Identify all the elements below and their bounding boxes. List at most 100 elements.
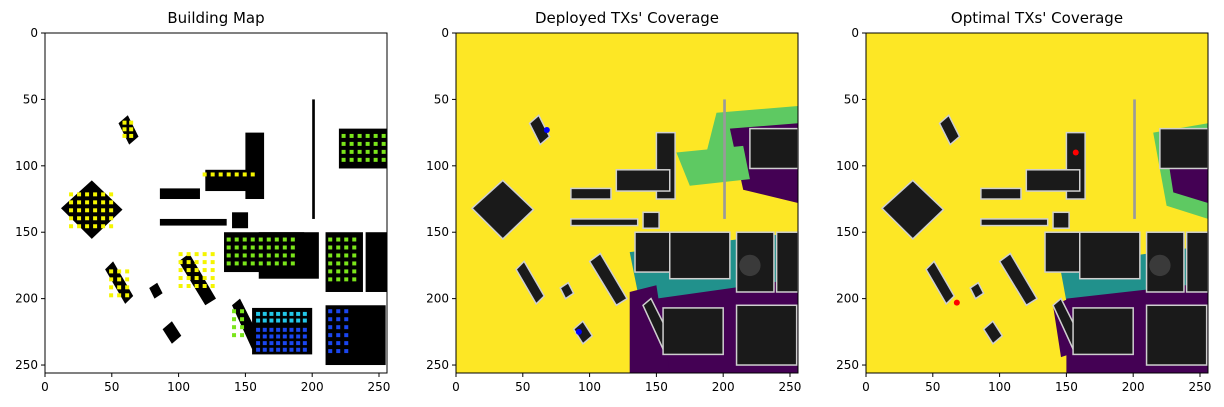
window-dot (226, 237, 231, 242)
building-block-southeast (735, 304, 798, 366)
x-tick-label: 100 (578, 380, 601, 394)
axis-frame (455, 32, 799, 374)
window-dot (266, 245, 271, 250)
window-dot (250, 261, 255, 266)
window-dot (218, 172, 223, 177)
window-dot (282, 261, 287, 266)
window-dot (256, 341, 261, 346)
building-map-image (45, 33, 387, 373)
building-tilted-small (528, 114, 551, 146)
building-map-panel: Building Map 0 50 100 150 200 250050100150200… (15, 9, 390, 394)
tx-marker (543, 126, 550, 133)
window-dot (194, 252, 199, 257)
window-dot (282, 341, 287, 346)
window-dot (276, 318, 281, 323)
window-dot (336, 325, 341, 330)
building-tower-line (312, 99, 315, 219)
window-dot (109, 208, 114, 213)
window-dot (302, 334, 307, 339)
panel-title-optimal-coverage: Optimal TXs' Coverage (951, 9, 1123, 27)
window-dot (344, 253, 349, 258)
window-dot (234, 245, 239, 250)
deployed-coverage-panel: Deployed TXs' Coverage 0 50 100 150 200 25005… (426, 9, 801, 394)
building-tower-line (1133, 99, 1136, 219)
window-dot (352, 269, 357, 274)
x-tick-label: 250 (1189, 380, 1212, 394)
window-dot (93, 224, 98, 229)
window-dot (349, 133, 354, 138)
window-dot (289, 327, 294, 332)
window-dot (232, 333, 237, 338)
window-dot (129, 120, 134, 125)
window-dot (122, 120, 127, 125)
window-dot (344, 341, 349, 346)
window-dot (178, 268, 183, 273)
window-dot (344, 261, 349, 266)
window-dot (302, 311, 307, 316)
panel-title-building-map: Building Map (167, 9, 264, 27)
window-dot (226, 253, 231, 258)
y-tick-label: 100 (426, 159, 449, 173)
window-dot (109, 224, 114, 229)
deployed-coverage-image (456, 33, 799, 373)
window-dot (341, 149, 346, 154)
window-dot (242, 172, 247, 177)
window-dot (202, 268, 207, 273)
window-dot (282, 334, 287, 339)
window-dot (336, 253, 341, 258)
window-dot (373, 133, 378, 138)
window-dot (256, 347, 261, 352)
window-dot (344, 349, 349, 354)
window-dot (234, 261, 239, 266)
building-tilted-large (470, 179, 535, 240)
window-dot (242, 237, 247, 242)
building-block-northeast (1159, 127, 1209, 170)
window-dot (266, 261, 271, 266)
window-dot (276, 327, 281, 332)
window-dot (93, 192, 98, 197)
window-dot (381, 141, 386, 146)
window-dot (109, 216, 114, 221)
y-tick-label: 200 (836, 292, 859, 306)
building-block-southcenter (252, 307, 313, 355)
building-tilted-large (61, 180, 123, 239)
window-dot (125, 269, 130, 274)
window-dot (296, 318, 301, 323)
window-dot (93, 216, 98, 221)
window-dot (101, 192, 106, 197)
y-tick-label: 150 (836, 225, 859, 239)
building-block-northeast (749, 127, 799, 170)
window-dot (344, 277, 349, 282)
window-dot (240, 333, 245, 338)
window-dot (274, 253, 279, 258)
window-dot (117, 285, 122, 290)
window-dot (85, 192, 90, 197)
window-dot (269, 311, 274, 316)
window-dot (258, 237, 263, 242)
building-block-wing (159, 188, 200, 200)
window-dot (328, 245, 333, 250)
window-dot (109, 269, 114, 274)
window-dot (186, 268, 191, 273)
window-dot (344, 269, 349, 274)
window-dot (194, 260, 199, 265)
window-dot (109, 285, 114, 290)
x-tick-label: 100 (167, 380, 190, 394)
window-dot (328, 341, 333, 346)
y-tick-label: 150 (15, 225, 38, 239)
window-dot (202, 276, 207, 281)
window-dot (341, 133, 346, 138)
window-dot (250, 245, 255, 250)
window-dot (344, 325, 349, 330)
window-dot (336, 309, 341, 314)
x-tick-label: 50 (515, 380, 530, 394)
window-dot (125, 293, 130, 298)
window-dot (101, 224, 106, 229)
window-dot (117, 269, 122, 274)
window-dot (269, 347, 274, 352)
window-dot (269, 327, 274, 332)
window-dot (336, 237, 341, 242)
window-dot (125, 277, 130, 282)
